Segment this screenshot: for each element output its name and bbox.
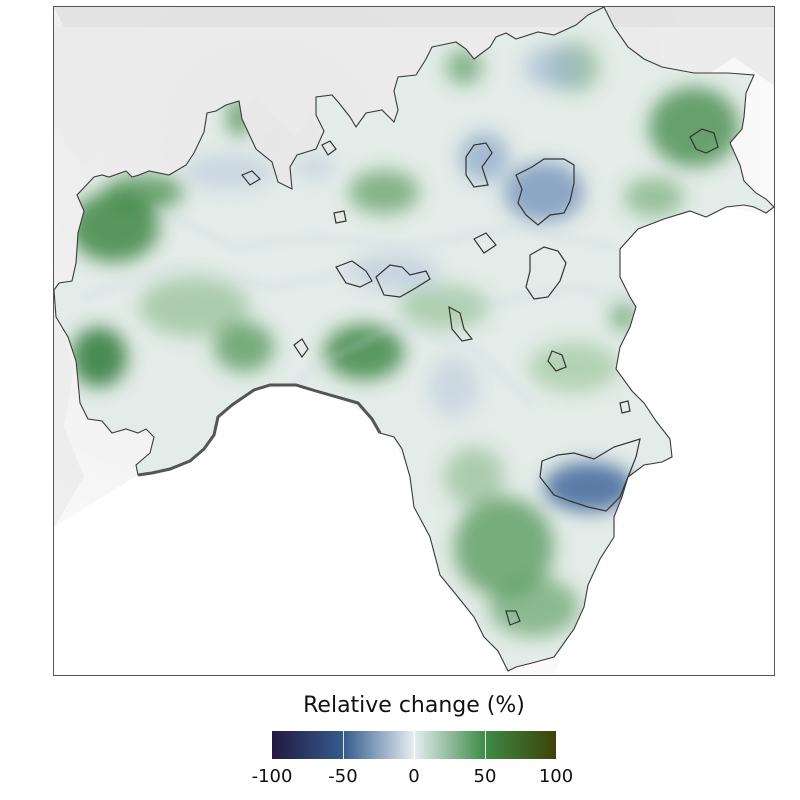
subregion-outline	[505, 610, 521, 626]
colorbar-tick-label: -100	[251, 766, 293, 787]
colorbar-tick-mark	[485, 731, 486, 759]
map-canvas	[54, 7, 774, 675]
subregion-outline	[619, 400, 631, 414]
colorbar-tick-label: -50	[328, 766, 358, 787]
colorbar-tick-label: 0	[408, 766, 420, 787]
relative-change-field	[69, 42, 739, 637]
adriatic-sea	[554, 207, 774, 675]
sea-area	[54, 385, 508, 675]
colorbar-tick-label: 50	[473, 766, 497, 787]
subregion-outline	[473, 232, 497, 254]
colorbar-tick-mark	[343, 731, 344, 759]
subregion-outline	[465, 142, 493, 188]
subregion-outline	[689, 128, 719, 154]
subregion-outline	[321, 140, 337, 156]
colorbar-legend: Relative change (%) -100 -50 0 50 100	[0, 690, 800, 800]
subregion-outline	[515, 158, 575, 226]
subregion-outline	[547, 350, 567, 372]
ligurian-coastline	[137, 383, 382, 477]
subregion-outline	[335, 260, 373, 288]
colorbar-tick-label: 100	[538, 766, 574, 787]
subregion-outline	[448, 305, 474, 342]
subregion-outline	[333, 210, 347, 224]
colorbar-tick-mark	[414, 731, 415, 759]
map-panel	[53, 6, 775, 676]
subregion-outline	[525, 246, 567, 300]
subregion-outline	[241, 170, 261, 186]
subregion-outline	[293, 338, 309, 359]
legend-title: Relative change (%)	[303, 693, 525, 718]
subregion-outline	[375, 264, 431, 298]
